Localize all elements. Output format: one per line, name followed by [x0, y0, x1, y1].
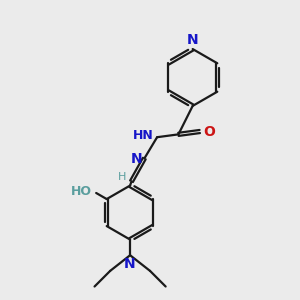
Text: H: H	[118, 172, 126, 182]
Text: N: N	[124, 256, 135, 271]
Text: O: O	[203, 124, 215, 139]
Text: N: N	[130, 152, 142, 166]
Text: HO: HO	[71, 185, 92, 198]
Text: N: N	[187, 33, 199, 47]
Text: HN: HN	[133, 129, 154, 142]
